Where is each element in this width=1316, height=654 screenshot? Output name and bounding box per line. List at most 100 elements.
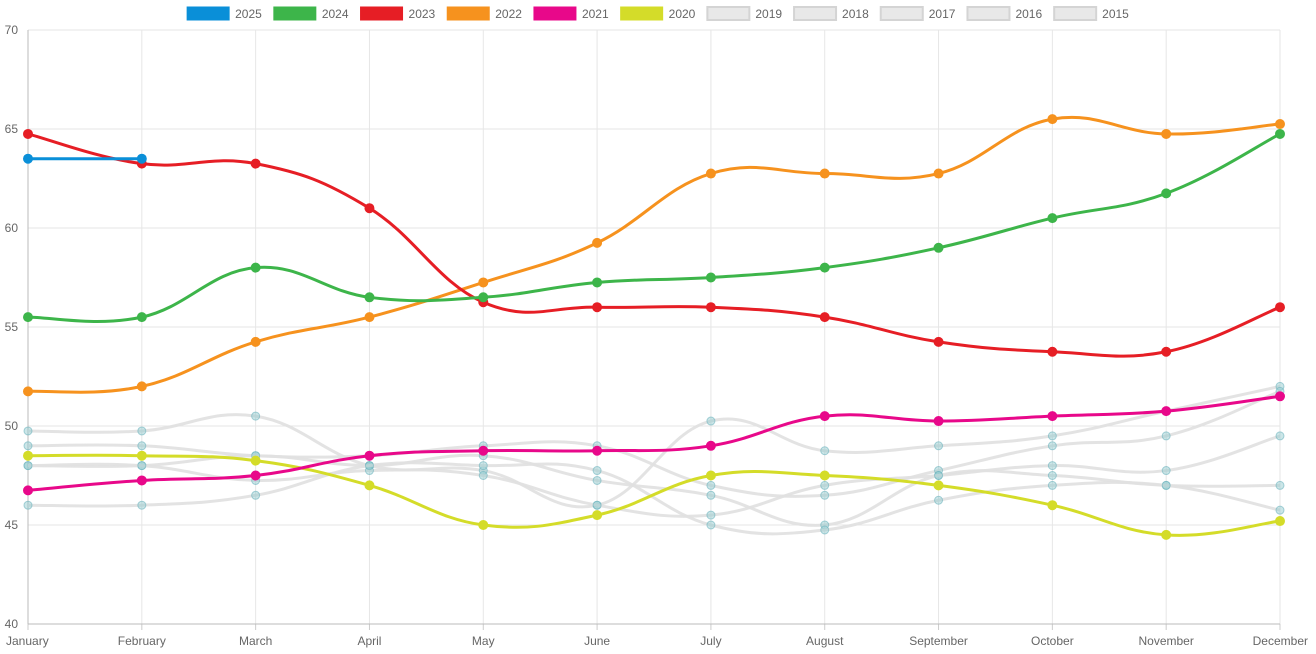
series-2020-point[interactable]	[23, 450, 33, 461]
series-2016-point[interactable]	[934, 471, 944, 480]
series-2017-point[interactable]	[706, 490, 716, 500]
series-2024-point[interactable]	[136, 312, 147, 323]
legend-item-2023[interactable]: 2023	[360, 6, 436, 21]
series-2024-point[interactable]	[705, 272, 716, 283]
legend-item-2020[interactable]: 2020	[620, 6, 696, 21]
series-2021-point[interactable]	[1275, 391, 1285, 402]
series-2022-point[interactable]	[250, 336, 261, 347]
legend-item-2018[interactable]: 2018	[793, 6, 869, 21]
series-2019-point[interactable]	[1047, 431, 1057, 441]
series-2015-point[interactable]	[1161, 480, 1171, 490]
series-2016-point[interactable]	[478, 471, 488, 480]
series-2018-point[interactable]	[137, 441, 147, 451]
legend-item-2015[interactable]: 2015	[1053, 6, 1129, 21]
series-2019-point[interactable]	[1275, 381, 1285, 391]
series-2015-point[interactable]	[23, 500, 33, 510]
series-2024-point[interactable]	[933, 242, 944, 253]
series-2022-point[interactable]	[1275, 119, 1285, 130]
series-2020-point[interactable]	[705, 470, 716, 481]
series-2021-point[interactable]	[1161, 406, 1172, 417]
series-2020-point[interactable]	[364, 480, 375, 491]
series-2024-point[interactable]	[1275, 128, 1285, 139]
series-2021-point[interactable]	[136, 475, 147, 486]
series-2021-point[interactable]	[819, 411, 830, 422]
series-2023-point[interactable]	[1047, 346, 1058, 357]
series-2024-point[interactable]	[1161, 188, 1172, 199]
series-2016-point[interactable]	[820, 480, 830, 490]
series-2020-point[interactable]	[592, 510, 603, 521]
legend-item-2017[interactable]: 2017	[879, 6, 956, 21]
series-2016-point[interactable]	[1161, 466, 1171, 476]
series-2021-point[interactable]	[1047, 411, 1058, 422]
series-2020-point[interactable]	[250, 455, 261, 466]
series-2020-point[interactable]	[933, 480, 944, 491]
series-2024-point[interactable]	[819, 262, 830, 273]
series-2021-point[interactable]	[364, 450, 375, 461]
series-2023-point[interactable]	[819, 312, 830, 323]
series-2016-point[interactable]	[23, 461, 33, 471]
series-2023-point[interactable]	[364, 203, 375, 214]
series-2018-point[interactable]	[23, 441, 33, 451]
series-2024-point[interactable]	[250, 262, 261, 273]
series-2025-point[interactable]	[136, 153, 147, 164]
series-2022-point[interactable]	[23, 386, 33, 397]
series-2022-point[interactable]	[364, 312, 375, 323]
series-2018-point[interactable]	[1161, 431, 1171, 441]
series-2019-point[interactable]	[23, 426, 33, 436]
series-2021-point[interactable]	[933, 416, 944, 427]
series-2015-point[interactable]	[1275, 505, 1285, 515]
series-2019-point[interactable]	[251, 411, 261, 421]
series-2015-point[interactable]	[820, 525, 830, 535]
series-2015-point[interactable]	[934, 495, 944, 505]
series-2015-point[interactable]	[1047, 480, 1057, 490]
series-2022-point[interactable]	[1161, 128, 1172, 139]
series-2016-point[interactable]	[1047, 461, 1057, 471]
series-2019-point[interactable]	[820, 446, 830, 456]
series-2022-point[interactable]	[819, 168, 830, 179]
series-2016-point[interactable]	[706, 510, 716, 520]
legend-item-2016[interactable]: 2016	[966, 6, 1042, 21]
series-2023-point[interactable]	[705, 302, 716, 313]
series-2024-point[interactable]	[23, 312, 33, 323]
series-2015-point[interactable]	[592, 466, 602, 476]
series-2022-point[interactable]	[1047, 114, 1058, 125]
series-2015-point[interactable]	[251, 490, 261, 500]
series-2016-point[interactable]	[1275, 431, 1285, 441]
series-2018-point[interactable]	[706, 480, 716, 490]
series-2024-point[interactable]	[364, 292, 375, 303]
series-2024-point[interactable]	[1047, 213, 1058, 224]
series-2015-point[interactable]	[706, 520, 716, 530]
series-2015-point[interactable]	[478, 461, 488, 471]
legend-item-2025[interactable]: 2025	[186, 6, 262, 21]
series-2019-point[interactable]	[706, 416, 716, 426]
series-2022-point[interactable]	[933, 168, 944, 179]
series-2023-point[interactable]	[23, 128, 33, 139]
series-2016-point[interactable]	[137, 461, 147, 471]
series-2025-point[interactable]	[23, 153, 33, 164]
series-2021-point[interactable]	[478, 445, 489, 456]
series-2020-point[interactable]	[136, 450, 147, 461]
series-2023-point[interactable]	[1275, 302, 1285, 313]
series-2018-point[interactable]	[820, 490, 830, 500]
series-2021-point[interactable]	[23, 485, 33, 496]
series-2016-point[interactable]	[592, 500, 602, 510]
series-2020-point[interactable]	[1047, 500, 1058, 511]
legend-item-2019[interactable]: 2019	[706, 6, 782, 21]
series-2019-point[interactable]	[934, 441, 944, 451]
series-2018-point[interactable]	[1047, 441, 1057, 451]
legend-item-2022[interactable]: 2022	[446, 6, 522, 21]
series-2023-point[interactable]	[1161, 346, 1172, 357]
series-2020-point[interactable]	[1161, 529, 1172, 540]
series-2021-point[interactable]	[705, 440, 716, 451]
series-2023-point[interactable]	[250, 158, 261, 169]
series-2024-point[interactable]	[478, 292, 489, 303]
series-2022-point[interactable]	[592, 237, 603, 248]
series-2020-point[interactable]	[478, 520, 489, 530]
series-2015-point[interactable]	[364, 461, 374, 471]
series-2017-point[interactable]	[592, 475, 602, 485]
series-2022-point[interactable]	[478, 277, 489, 288]
series-2023-point[interactable]	[592, 302, 603, 313]
series-2021-point[interactable]	[250, 470, 261, 481]
series-2020-point[interactable]	[1275, 516, 1285, 527]
series-2020-point[interactable]	[819, 470, 830, 481]
